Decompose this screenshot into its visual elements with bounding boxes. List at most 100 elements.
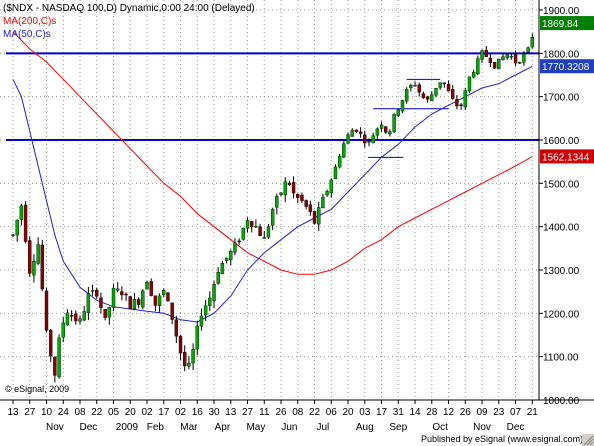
y-tick-label: 1100.00 <box>543 353 579 364</box>
candle-body <box>388 131 392 135</box>
candle-body <box>446 83 451 92</box>
x-day-label: 31 <box>393 407 405 418</box>
candle-body <box>497 58 501 70</box>
y-tick-label: 1000.00 <box>543 396 580 407</box>
candle-body <box>258 226 262 237</box>
candle-body <box>136 299 141 305</box>
candle-body <box>505 54 509 58</box>
candle-body <box>69 315 74 317</box>
x-day-label: 27 <box>24 407 36 418</box>
candle-body <box>95 289 99 297</box>
candle-body <box>417 84 421 93</box>
candle-body <box>396 109 400 116</box>
candle-body <box>48 329 53 357</box>
x-day-label: 07 <box>510 407 522 418</box>
candle-body <box>53 356 57 376</box>
x-day-label: 22 <box>91 407 103 418</box>
candle-body <box>57 337 61 378</box>
candle-body <box>36 244 40 264</box>
x-day-label: 13 <box>225 407 237 418</box>
ma50-legend: MA(50,C)s <box>3 29 51 40</box>
candle-body <box>183 351 187 367</box>
candle-body <box>300 194 304 201</box>
candle-body <box>145 281 149 290</box>
candle-body <box>430 94 434 101</box>
candle-body <box>317 207 321 225</box>
candles <box>11 33 534 383</box>
x-day-label: 03 <box>359 407 371 418</box>
candle-body <box>421 93 426 98</box>
candle-body <box>191 349 195 364</box>
candle-body <box>23 204 28 242</box>
y-axis: 1900.00 1800.00 1700.00 1600.00 1500.00 1400.… <box>539 6 594 407</box>
candle-body <box>480 50 484 60</box>
y-tick-label: 1300.00 <box>543 266 580 277</box>
candle-body <box>438 82 442 88</box>
candle-body <box>103 308 107 318</box>
candle-body <box>467 76 472 92</box>
x-day-label: 20 <box>125 407 137 418</box>
candle-body <box>128 296 132 310</box>
candle-body <box>15 219 19 236</box>
candle-body <box>153 295 158 306</box>
candle-body <box>509 55 514 58</box>
candle-body <box>174 319 179 337</box>
candle-body <box>304 200 308 207</box>
indicator-lines <box>6 31 539 323</box>
candle-body <box>522 53 526 63</box>
price-label-bg-last <box>540 16 594 31</box>
candle-body <box>82 311 86 321</box>
candle-body <box>367 140 371 143</box>
x-month-label: Jun <box>281 422 297 433</box>
candle-body <box>488 57 493 63</box>
x-month-label: Oct <box>432 422 448 433</box>
candle-body <box>329 179 333 194</box>
candle-body <box>132 299 137 310</box>
price-label-bg-ma200 <box>540 149 594 164</box>
candle-body <box>187 362 191 367</box>
candle-body <box>312 211 317 224</box>
candle-body <box>392 113 396 132</box>
x-month-label: 2009 <box>116 422 139 433</box>
x-day-label: 08 <box>74 407 86 418</box>
ma50-line <box>12 65 533 323</box>
window-resize-grip[interactable] <box>582 434 594 446</box>
price-label-ma200: 1562.1344 <box>542 152 590 163</box>
x-day-label: 02 <box>175 407 187 418</box>
candle-body <box>409 85 413 89</box>
candle-body <box>287 182 292 185</box>
candle-body <box>333 166 338 179</box>
candle-body <box>400 100 405 112</box>
x-day-label: 26 <box>460 407 472 418</box>
candle-body <box>162 290 166 295</box>
x-day-label: 14 <box>409 407 421 418</box>
candle-body <box>61 322 65 338</box>
candle-body <box>208 297 212 306</box>
y-tick-label: 1600.00 <box>543 136 580 147</box>
candle-body <box>250 221 254 228</box>
x-day-label: 22 <box>309 407 321 418</box>
x-day-label: 09 <box>476 407 488 418</box>
candle-body <box>279 192 283 195</box>
candle-body <box>216 272 220 284</box>
candle-body <box>296 194 300 198</box>
candle-body <box>471 71 476 78</box>
x-month-label: Apr <box>215 422 231 433</box>
candle-body <box>65 312 70 326</box>
x-month-label: Sep <box>389 422 407 433</box>
candle-body <box>404 89 409 102</box>
published-by: Published by eSignal (www.esignal.com) <box>421 434 583 444</box>
x-month-label: Feb <box>147 422 165 433</box>
candle-body <box>99 297 103 309</box>
candle-body <box>321 196 325 208</box>
candle-body <box>275 196 279 208</box>
candle-body <box>384 126 388 133</box>
y-tick-label: 1700.00 <box>543 93 580 104</box>
candle-body <box>518 62 522 64</box>
candle-body <box>354 129 359 132</box>
candle-body <box>28 240 32 274</box>
candle-body <box>526 47 530 53</box>
candle-body <box>513 54 518 64</box>
candle-body <box>325 191 329 196</box>
candle-body <box>166 292 170 302</box>
